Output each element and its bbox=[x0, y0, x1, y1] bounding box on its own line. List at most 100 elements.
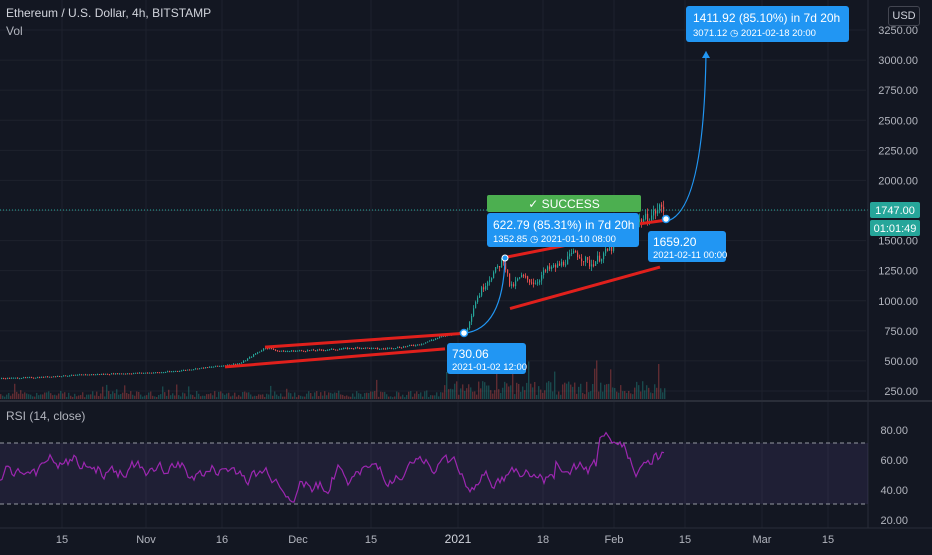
volume-bar bbox=[438, 396, 440, 399]
volume-bar bbox=[498, 389, 500, 399]
volume-bar bbox=[598, 391, 600, 399]
volume-bar bbox=[90, 394, 92, 399]
volume-bar bbox=[224, 394, 226, 399]
candle-body bbox=[405, 346, 407, 348]
candle-body bbox=[139, 372, 141, 374]
volume-bar bbox=[436, 392, 438, 399]
candle-body bbox=[571, 253, 573, 255]
candle-body bbox=[339, 349, 341, 351]
volume-bar bbox=[476, 394, 478, 399]
point-b-label[interactable] bbox=[648, 231, 726, 262]
volume-bar bbox=[616, 391, 618, 399]
volume-bar bbox=[84, 397, 86, 399]
volume-bar bbox=[168, 389, 170, 399]
volume-bar bbox=[648, 387, 650, 399]
candle-body bbox=[539, 280, 541, 283]
symbol-title[interactable]: Ethereum / U.S. Dollar, 4h, BITSTAMP bbox=[6, 6, 212, 20]
currency-button[interactable]: USD bbox=[888, 6, 920, 26]
volume-bar bbox=[420, 392, 422, 399]
candle-body bbox=[577, 252, 579, 258]
volume-bar bbox=[148, 392, 150, 399]
candle-body bbox=[235, 363, 237, 365]
volume-bar bbox=[344, 396, 346, 399]
candle-body bbox=[321, 349, 323, 351]
callout-1[interactable] bbox=[487, 213, 639, 247]
point-a-time: 2021-01-02 12:00 bbox=[452, 362, 527, 373]
candle-body bbox=[99, 374, 101, 376]
volume-bar bbox=[638, 385, 640, 399]
volume-bar bbox=[396, 391, 398, 399]
volume-bar bbox=[316, 391, 318, 399]
point-a-marker[interactable] bbox=[459, 328, 469, 338]
countdown-badge bbox=[870, 220, 920, 236]
projection-curves[interactable] bbox=[463, 51, 707, 334]
volume-bar bbox=[252, 396, 254, 399]
point-c-marker[interactable] bbox=[501, 254, 509, 262]
volume-bar bbox=[424, 391, 426, 399]
rsi-tick-label: 40.00 bbox=[880, 485, 908, 497]
volume-bar bbox=[166, 395, 168, 399]
volume-bar bbox=[192, 395, 194, 399]
candle-body bbox=[445, 335, 447, 337]
candle-body bbox=[433, 339, 435, 341]
volume-bar bbox=[298, 395, 300, 399]
point-a-label[interactable] bbox=[447, 343, 526, 374]
trendline bbox=[224, 347, 446, 369]
time-tick-label: 15 bbox=[56, 534, 68, 546]
volume-bar bbox=[442, 392, 444, 399]
volume-label[interactable]: Vol bbox=[6, 24, 23, 38]
candle-body bbox=[553, 264, 555, 267]
candle-body bbox=[661, 204, 663, 207]
candle-body bbox=[181, 370, 183, 372]
volume-bar bbox=[106, 384, 108, 399]
volume-bar bbox=[180, 396, 182, 399]
volume-bar bbox=[280, 393, 282, 399]
volume-bar bbox=[324, 391, 326, 399]
candle-body bbox=[421, 344, 423, 346]
candle-body bbox=[329, 349, 331, 351]
candle-body bbox=[567, 256, 569, 265]
volume-bar bbox=[44, 392, 46, 399]
candle-body bbox=[9, 377, 11, 379]
candle-body bbox=[209, 366, 211, 368]
volume-bar bbox=[530, 383, 532, 399]
volume-bar bbox=[140, 394, 142, 399]
candle-body bbox=[397, 347, 399, 349]
volume-bar bbox=[386, 394, 388, 399]
volume-bar bbox=[332, 393, 334, 399]
candle-body bbox=[579, 257, 581, 259]
volume-bar bbox=[72, 396, 74, 399]
point-b-marker[interactable] bbox=[661, 214, 671, 224]
candle-body bbox=[351, 347, 353, 349]
candle-body bbox=[257, 352, 259, 354]
volume-bar bbox=[28, 394, 30, 399]
candle-body bbox=[287, 351, 289, 353]
callout-2[interactable] bbox=[686, 6, 849, 42]
candle-body bbox=[151, 372, 153, 374]
candle-body bbox=[589, 259, 591, 267]
candle-body bbox=[611, 246, 613, 251]
candle-body bbox=[49, 376, 51, 378]
candle-body bbox=[331, 348, 333, 350]
candle-body bbox=[161, 372, 163, 374]
candle-body bbox=[267, 348, 269, 350]
volume-bar bbox=[118, 394, 120, 399]
candle-body bbox=[545, 270, 547, 272]
volume-bar bbox=[20, 390, 22, 399]
rsi-title[interactable]: RSI (14, close) bbox=[6, 409, 86, 423]
candle-body bbox=[299, 350, 301, 352]
candle-body bbox=[335, 349, 337, 351]
candle-body bbox=[389, 347, 391, 349]
candle-body bbox=[195, 368, 197, 370]
candle-body bbox=[265, 348, 267, 350]
volume-bar bbox=[6, 394, 8, 399]
candle-body bbox=[207, 367, 209, 369]
volume-bar bbox=[294, 392, 296, 399]
candle-body bbox=[517, 278, 519, 281]
volume-bar bbox=[662, 392, 664, 399]
candle-body bbox=[137, 372, 139, 374]
volume-bar bbox=[574, 382, 576, 399]
volume-bar bbox=[312, 396, 314, 399]
